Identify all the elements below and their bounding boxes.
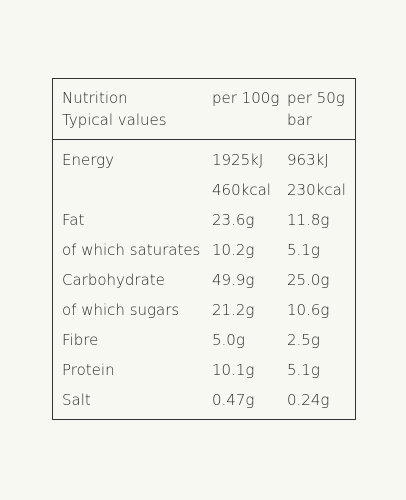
header-text: bar bbox=[287, 111, 312, 129]
row-label: Protein bbox=[62, 361, 115, 379]
row-label: Carbohydrate bbox=[62, 271, 165, 289]
value-per-100g: 5.0g bbox=[212, 331, 245, 349]
value-per-100g: 460kcal bbox=[212, 181, 271, 199]
value-per-50g: 5.1g bbox=[287, 241, 320, 259]
value-per-100g: 23.6g bbox=[212, 211, 255, 229]
value-per-100g: 49.9g bbox=[212, 271, 255, 289]
value-per-100g: 10.2g bbox=[212, 241, 255, 259]
header-text: Nutrition bbox=[62, 89, 128, 107]
table-border bbox=[52, 78, 356, 420]
row-label: Salt bbox=[62, 391, 91, 409]
value-per-50g: 25.0g bbox=[287, 271, 330, 289]
header-divider bbox=[52, 139, 356, 140]
row-label: Fibre bbox=[62, 331, 99, 349]
row-label: of which saturates bbox=[62, 241, 201, 259]
value-per-50g: 963kJ bbox=[287, 151, 329, 169]
row-label: Energy bbox=[62, 151, 114, 169]
value-per-100g: 0.47g bbox=[212, 391, 255, 409]
value-per-50g: 230kcal bbox=[287, 181, 346, 199]
value-per-50g: 10.6g bbox=[287, 301, 330, 319]
value-per-50g: 11.8g bbox=[287, 211, 330, 229]
header-text: per 100g bbox=[212, 89, 280, 107]
value-per-100g: 1925kJ bbox=[212, 151, 264, 169]
value-per-100g: 10.1g bbox=[212, 361, 255, 379]
row-label: Fat bbox=[62, 211, 85, 229]
value-per-50g: 5.1g bbox=[287, 361, 320, 379]
value-per-50g: 2.5g bbox=[287, 331, 320, 349]
value-per-50g: 0.24g bbox=[287, 391, 330, 409]
value-per-100g: 21.2g bbox=[212, 301, 255, 319]
header-text: per 50g bbox=[287, 89, 345, 107]
header-text: Typical values bbox=[62, 111, 167, 129]
row-label: of which sugars bbox=[62, 301, 180, 319]
